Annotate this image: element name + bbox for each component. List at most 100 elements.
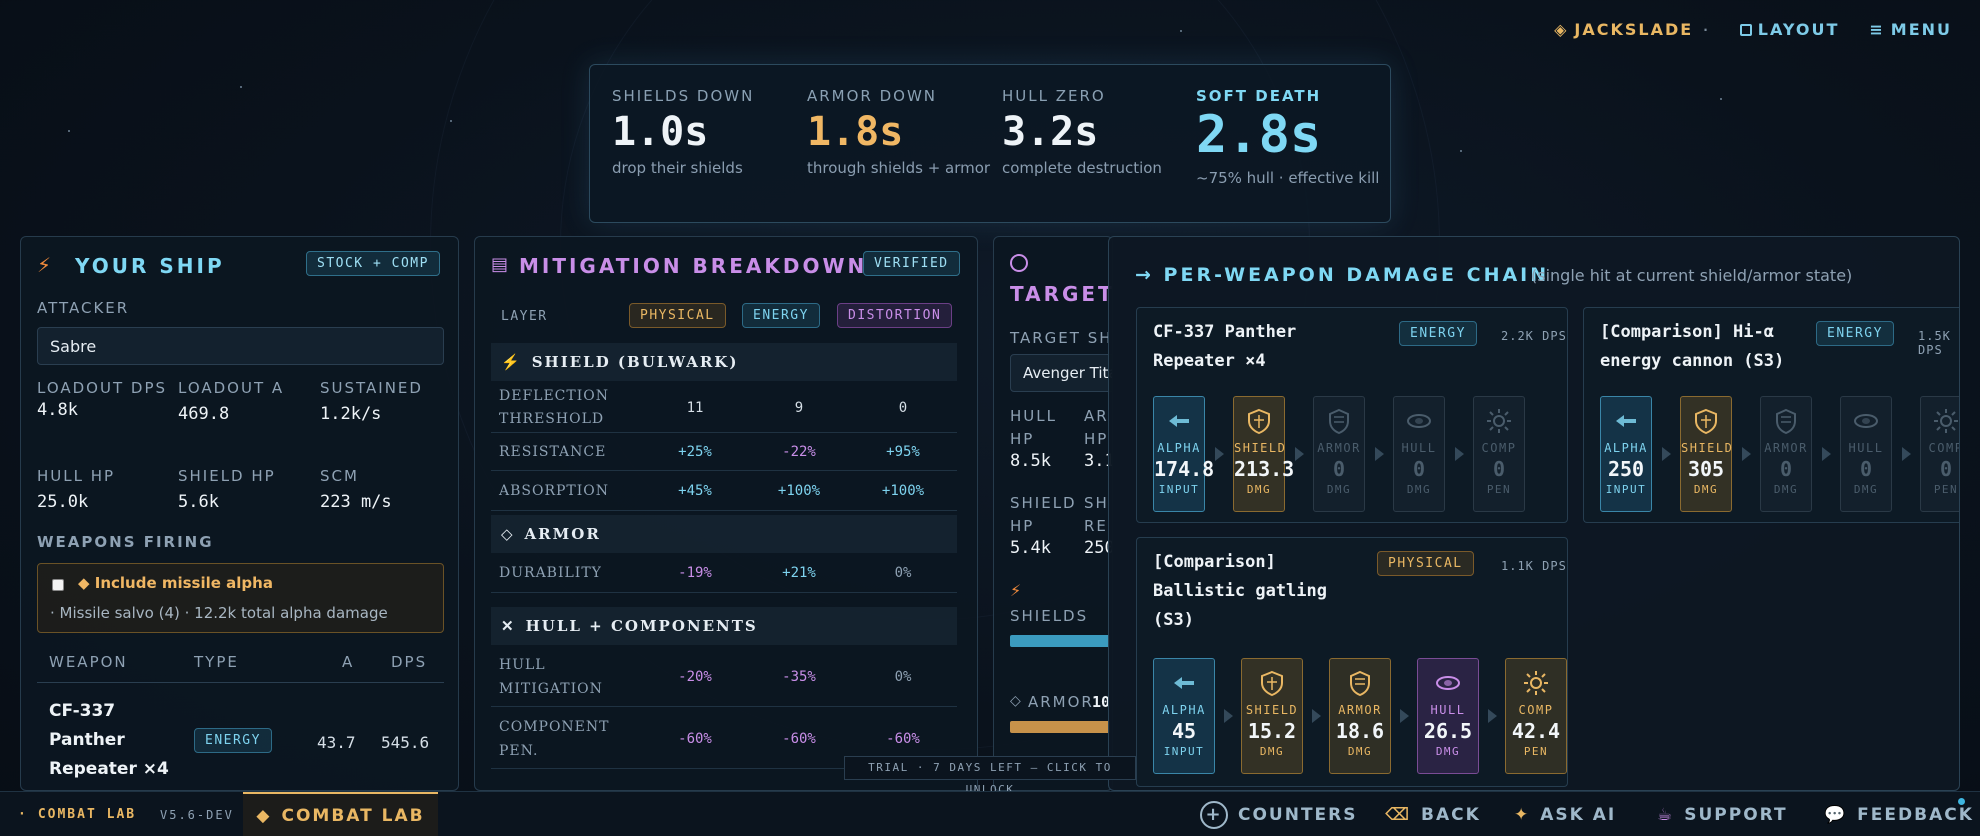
chain-arrow-icon — [1399, 709, 1409, 723]
cell-physical: -20% — [678, 668, 712, 685]
cell-physical: 11 — [686, 399, 704, 416]
step-label: COMP — [1928, 441, 1960, 455]
ask-ai-button[interactable]: ✦ ASK AI — [1514, 792, 1616, 836]
step-value: 174.8 — [1154, 457, 1215, 481]
weapon-chain-card[interactable]: CF-337 Panther Repeater ×4 ENERGY 2.2K D… — [1136, 307, 1568, 523]
target-stat-shield: SHIELD HP 5.4k — [1010, 492, 1075, 558]
stat-shield-hp: SHIELD HP 5.6k — [178, 465, 276, 512]
weapon-name: [Comparison] Hi-α energy cannon (S3) — [1600, 322, 1785, 371]
step-label: HULL — [1430, 703, 1466, 717]
step-value: 26.5 — [1423, 719, 1473, 743]
row-durability: DURABILITY -19% +21% 0% — [491, 553, 957, 593]
hamburger-icon: ≡ — [1869, 20, 1885, 39]
weapon-chain-card[interactable]: [Comparison] Hi-α energy cannon (S3) ENE… — [1583, 307, 1960, 523]
stat-label: SCM — [320, 467, 359, 485]
stat-scm: SCM 223 m/s — [320, 465, 392, 512]
kill-stat-armor: ARMOR DOWN 1.8s through shields + armor — [807, 87, 990, 177]
attacker-label: ATTACKER — [37, 299, 130, 317]
tab-label: COMBAT LAB — [281, 805, 425, 826]
armor-icon — [1325, 407, 1353, 435]
col-dps: DPS — [391, 653, 428, 671]
cell-energy: -35% — [782, 668, 816, 685]
back-button[interactable]: ⌫ BACK — [1385, 792, 1481, 836]
section-title: ARMOR — [524, 525, 601, 543]
kill-stat-label: HULL ZERO — [1002, 87, 1106, 105]
row-deflection: DEFLECTION THRESHOLD 11 9 0 — [491, 383, 957, 433]
step-unit: DMG — [1246, 483, 1272, 496]
chat-icon: 💬 — [1824, 804, 1848, 825]
profile-button[interactable]: ◈ JACKSLADE — [1554, 20, 1693, 39]
chain-subtitle: (single hit at current shield/armor stat… — [1531, 266, 1853, 285]
chain-step-alpha: ALPHA 250 INPUT — [1600, 396, 1652, 512]
arrow-right-icon: → — [1135, 264, 1154, 286]
support-button[interactable]: ☕ SUPPORT — [1657, 792, 1788, 836]
stock-comp-badge[interactable]: STOCK + COMP — [306, 251, 440, 276]
step-label: ALPHA — [1162, 703, 1206, 717]
step-unit: PEN — [1486, 483, 1512, 496]
target-ship-select[interactable]: Avenger Tita — [1010, 354, 1112, 392]
shield-icon — [1258, 669, 1286, 697]
weapon-type-badge: ENERGY — [1399, 321, 1477, 346]
plus-circle-icon: + — [1200, 800, 1228, 829]
col-energy: ENERGY — [742, 303, 820, 328]
menu-button[interactable]: ≡ MENU — [1869, 20, 1952, 39]
weapon-table-row[interactable]: CF-337 Panther Repeater ×4 ENERGY 43.7 5… — [37, 687, 444, 790]
bolt-icon — [1612, 407, 1640, 435]
missile-alpha-label[interactable]: ◆ Include missile alpha — [78, 574, 273, 592]
chevron-down-icon[interactable]: · — [1703, 22, 1710, 37]
shields-bar-label: SHIELDS — [1010, 607, 1089, 625]
counters-button[interactable]: + COUNTERS — [1200, 792, 1358, 836]
missile-alpha-checkbox[interactable] — [52, 579, 64, 591]
gear-icon — [1932, 407, 1959, 435]
cell-physical: +45% — [678, 482, 712, 499]
attacker-select[interactable]: Sabre — [37, 327, 444, 365]
notification-dot — [1958, 798, 1965, 805]
chain-arrow-icon — [1374, 447, 1384, 461]
col-alpha: A — [342, 653, 355, 671]
trial-banner[interactable]: TRIAL · 7 DAYS LEFT — CLICK TO UNLOCK — [844, 756, 1136, 796]
step-label: COMP — [1518, 703, 1554, 717]
kill-stat-sub: drop their shields — [612, 159, 743, 177]
panel-title: YOUR SHIP — [75, 254, 225, 278]
chain-arrow-icon — [1487, 709, 1497, 723]
feedback-button[interactable]: 💬 FEEDBACK — [1824, 792, 1974, 836]
missile-alpha-box: ◆ Include missile alpha · Missile salvo … — [37, 563, 444, 633]
chain-step-alpha: ALPHA 174.8 INPUT — [1153, 396, 1215, 512]
shield-icon — [1245, 407, 1273, 435]
version-label: V5.6-DEV — [160, 807, 234, 822]
missile-alpha-detail: · Missile salvo (4) · 12.2k total alpha … — [50, 604, 388, 622]
kill-stat-sub: ~75% hull · effective kill — [1196, 169, 1380, 187]
chain-step-shield: SHIELD 15.2 DMG — [1241, 658, 1303, 774]
row-label: RESISTANCE — [499, 443, 607, 460]
armor-bar-label: ARMOR — [1028, 693, 1094, 711]
chain-arrow-icon — [1901, 447, 1911, 461]
step-label: ARMOR — [1338, 703, 1382, 717]
col-distortion: DISTORTION — [837, 303, 953, 328]
diamond-icon: ◇ — [501, 525, 515, 543]
step-value: 0 — [1859, 457, 1873, 481]
stat-value: 3.1 — [1084, 451, 1113, 471]
layout-button[interactable]: LAYOUT — [1739, 20, 1840, 39]
cell-distortion: -60% — [886, 730, 920, 747]
step-label: ALPHA — [1604, 441, 1648, 455]
col-type: TYPE — [194, 653, 239, 671]
chain-step-armor: ARMOR 0 DMG — [1313, 396, 1365, 512]
step-unit: INPUT — [1163, 745, 1205, 758]
stat-value: 223 m/s — [320, 492, 392, 512]
hull-icon — [1852, 407, 1880, 435]
stat-value: 8.5k — [1010, 451, 1051, 471]
step-unit: DMG — [1347, 745, 1373, 758]
step-value: 0 — [1412, 457, 1426, 481]
bg-star — [1180, 30, 1182, 32]
shield-icon — [1692, 407, 1720, 435]
weapon-chain-card[interactable]: [Comparison] Ballistic gatling (S3) PHYS… — [1136, 537, 1568, 787]
row-label: ABSORPTION — [499, 482, 610, 499]
section-title: SHIELD (BULWARK) — [531, 353, 739, 371]
menu-label: MENU — [1890, 20, 1952, 39]
weapon-dps: 1.5K DPS — [1918, 329, 1951, 357]
step-unit: DMG — [1259, 745, 1285, 758]
armor-icon — [1772, 407, 1800, 435]
damage-chain-panel: → PER-WEAPON DAMAGE CHAIN (single hit at… — [1108, 236, 1960, 791]
tab-combat-lab[interactable]: ◆ COMBAT LAB — [243, 792, 438, 836]
chain-step-comp: COMP 0 PEN — [1920, 396, 1960, 512]
